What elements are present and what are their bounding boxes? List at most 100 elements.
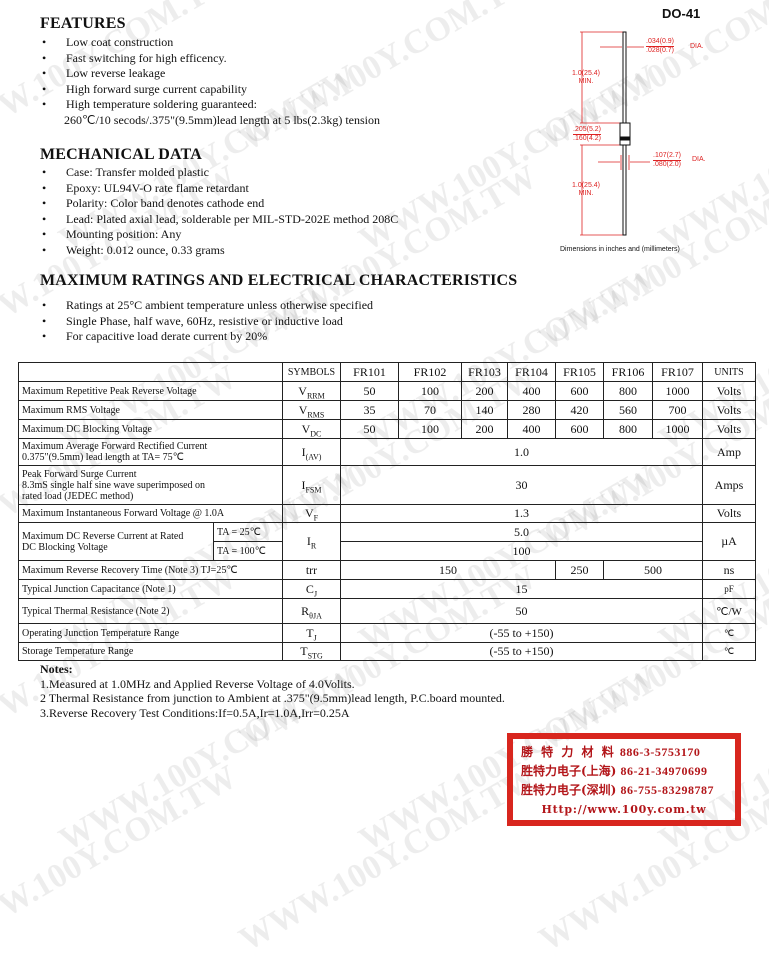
row-value: 560	[603, 400, 653, 420]
website-link[interactable]: Http://www.100y.com.tw	[541, 803, 707, 816]
row-value: 140	[461, 400, 508, 420]
row-value: 200	[461, 381, 508, 401]
row-value: 5.0	[340, 522, 703, 542]
row-value: 100	[398, 381, 462, 401]
note-item: 1.Measured at 1.0MHz and Applied Reverse…	[40, 676, 355, 691]
row-unit: ℃/W	[702, 598, 756, 624]
row-symbol: TSTG	[282, 642, 341, 661]
note-item: 3.Reverse Recovery Test Conditions:If=0.…	[40, 705, 350, 720]
row-label: Peak Forward Surge Current 8.3mS single h…	[18, 465, 283, 505]
watermark-text: WWW.100Y.COM.TW	[233, 758, 544, 959]
header-fr102: FR102	[398, 362, 462, 382]
row-unit: pF	[702, 579, 756, 599]
row-value: 600	[555, 381, 604, 401]
row-value: 150	[340, 560, 556, 580]
row-label: Maximum Reverse Recovery Time (Note 3) T…	[18, 560, 283, 580]
row-symbol: IR	[282, 522, 341, 561]
header-fr107: FR107	[652, 362, 703, 382]
list-item: Mounting position: Any	[40, 227, 398, 243]
row-unit: ℃	[702, 623, 756, 643]
ratings-list: Ratings at 25°C ambient temperature unle…	[40, 298, 373, 345]
row-symbol: RθJA	[282, 598, 341, 624]
dia-label: DIA.	[692, 156, 706, 163]
table-row: Operating Junction Temperature Range TJ (-…	[18, 623, 756, 643]
row-unit: Amp	[702, 438, 756, 466]
notes-title: Notes:	[40, 662, 73, 676]
row-value: 800	[603, 419, 653, 439]
row-unit: ℃	[702, 642, 756, 661]
row-value: 1000	[652, 419, 703, 439]
condition-ta25: TA = 25℃	[213, 522, 283, 542]
row-unit: Amps	[702, 465, 756, 505]
table-row: Storage Temperature Range TSTG (-55 to +15…	[18, 642, 756, 661]
stamp-line: 胜特力电子(上海) 86-21-34970699	[521, 764, 708, 778]
row-label: Maximum Instantaneous Forward Voltage @ …	[18, 504, 283, 523]
row-value: 600	[555, 419, 604, 439]
row-value: 400	[507, 381, 556, 401]
row-value: 420	[555, 400, 604, 420]
header-fr101: FR101	[340, 362, 399, 382]
row-unit: Volts	[702, 419, 756, 439]
table-row: Peak Forward Surge Current 8.3mS single h…	[18, 465, 756, 505]
distributor-stamp: 勝 特 力 材 料 886-3-5753170 胜特力电子(上海) 86-21-…	[507, 733, 741, 826]
row-symbol: trr	[282, 560, 341, 580]
row-value: 30	[340, 465, 703, 505]
features-list: Low coat construction Fast switching for…	[40, 35, 380, 128]
table-row: Maximum Reverse Recovery Time (Note 3) T…	[18, 560, 756, 580]
list-item: Weight: 0.012 ounce, 0.33 grams	[40, 243, 398, 259]
table-row: Maximum RMS Voltage VRMS 35 70 140 280 420 560 7…	[18, 400, 756, 420]
row-symbol: VDC	[282, 419, 341, 439]
row-unit: Volts	[702, 504, 756, 523]
lead-dia-min: .028(0.7)	[646, 46, 675, 54]
table-row: Typical Thermal Resistance (Note 2) RθJA 5…	[18, 598, 756, 624]
list-item: Low coat construction	[40, 35, 380, 51]
body-len-min: .160(4.2)	[573, 134, 602, 142]
list-item: Fast switching for high efficency.	[40, 51, 380, 67]
row-unit: µA	[702, 522, 756, 561]
list-item: Low reverse leakage	[40, 66, 380, 82]
header-units: UNITS	[702, 362, 756, 382]
ratings-table: SYMBOLS FR101 FR102 FR103 FR104 FR105 FR…	[18, 362, 756, 661]
table-row: TA = 100℃ 100	[19, 541, 756, 561]
row-label: Typical Thermal Resistance (Note 2)	[18, 598, 283, 624]
row-label: Maximum Repetitive Peak Reverse Voltage	[18, 381, 283, 401]
row-value: 35	[340, 400, 399, 420]
table-row: Maximum DC Reverse Current at Rated DC Bl…	[18, 522, 756, 561]
condition-ta100: TA = 100℃	[213, 541, 283, 561]
row-value: 100	[398, 419, 462, 439]
row-symbol: VRRM	[282, 381, 341, 401]
header-fr103: FR103	[461, 362, 508, 382]
body-len-max: .205(5.2)	[573, 126, 602, 133]
watermark-text: WWW.100Y.COM.TW	[0, 758, 244, 959]
row-value: (-55 to +150)	[340, 623, 703, 643]
row-value: (-55 to +150)	[340, 642, 703, 661]
dimensions-caption: Dimensions in inches and (millimeters)	[560, 246, 680, 253]
row-value: 70	[398, 400, 462, 420]
row-label: Operating Junction Temperature Range	[18, 623, 283, 643]
row-label: Maximum Average Forward Rectified Curren…	[18, 438, 283, 466]
mechanical-title: MECHANICAL DATA	[40, 146, 202, 163]
row-value: 400	[507, 419, 556, 439]
list-item: Case: Transfer molded plastic	[40, 165, 398, 181]
list-item: Lead: Plated axial lead, solderable per …	[40, 212, 398, 228]
list-item: For capacitive load derate current by 20…	[40, 329, 373, 345]
row-unit: Volts	[702, 400, 756, 420]
lead-dia-max: .034(0.9)	[646, 38, 675, 45]
notes: Notes: 1.Measured at 1.0MHz and Applied …	[40, 662, 755, 720]
row-value: 1.0	[340, 438, 703, 466]
row-label: Storage Temperature Range	[18, 642, 283, 661]
row-symbol: TJ	[282, 623, 341, 643]
dia-label: DIA.	[690, 43, 704, 50]
row-value: 50	[340, 419, 399, 439]
row-symbol: CJ	[282, 579, 341, 599]
body-dia-max: .107(2.7)	[653, 152, 682, 159]
row-value: 200	[461, 419, 508, 439]
header-symbols: SYMBOLS	[282, 362, 341, 382]
row-value: 250	[555, 560, 604, 580]
stamp-line: 胜特力电子(深圳) 86-755-83298787	[521, 783, 715, 797]
row-value: 280	[507, 400, 556, 420]
package-name: DO-41	[662, 6, 701, 21]
lead-length-bottom: 1.0(25.4) MIN.	[572, 182, 601, 197]
list-item: 260℃/10 secods/.375"(9.5mm)lead length a…	[64, 112, 380, 127]
table-row: Maximum Instantaneous Forward Voltage @ …	[18, 504, 756, 523]
